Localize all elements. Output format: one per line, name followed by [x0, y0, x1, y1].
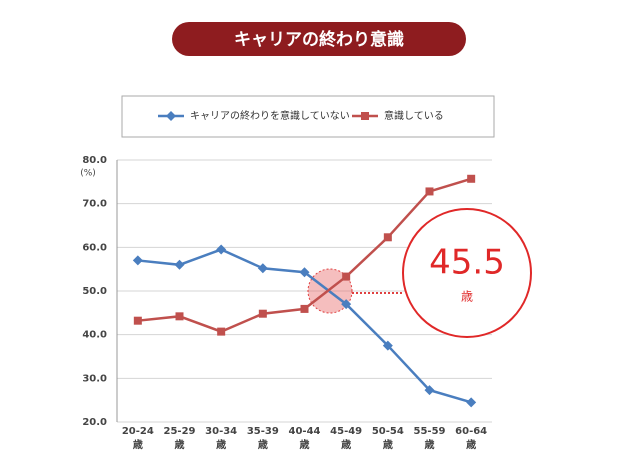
- y-tick-label: 20.0: [82, 417, 107, 428]
- x-tick-label: 60-64 歳: [455, 426, 488, 451]
- y-tick-label: 40.0: [82, 330, 107, 341]
- x-tick-label: 35-39 歳: [246, 426, 279, 451]
- point: [383, 233, 392, 242]
- point: [216, 244, 227, 255]
- x-tick-label: 25-29 歳: [163, 426, 196, 451]
- x-tick-label: 20-24 歳: [121, 426, 154, 451]
- point: [299, 267, 310, 278]
- point: [133, 316, 142, 325]
- chart-title: キャリアの終わり意識: [234, 29, 404, 50]
- point: [342, 272, 351, 281]
- point: [382, 340, 393, 351]
- x-tick-label: 55-59 歳: [413, 426, 446, 451]
- point: [217, 327, 226, 336]
- legend-label: 意識している: [384, 109, 444, 122]
- annotation-value: 45.5: [429, 243, 505, 283]
- y-unit: (%): [80, 169, 96, 179]
- point: [258, 309, 267, 318]
- point: [174, 259, 185, 270]
- annotation-circle: [402, 208, 532, 338]
- title-banner: [172, 22, 466, 56]
- point: [175, 312, 184, 321]
- y-tick-label: 30.0: [82, 373, 107, 384]
- point: [257, 263, 268, 274]
- point: [132, 255, 143, 266]
- annotation-unit: 歳: [461, 290, 473, 304]
- y-tick-label: 80.0: [82, 155, 107, 166]
- point: [424, 385, 435, 396]
- y-tick-label: 70.0: [82, 199, 107, 210]
- y-tick-label: 50.0: [82, 286, 107, 297]
- x-tick-label: 40-44 歳: [288, 426, 321, 451]
- y-tick-label: 60.0: [82, 242, 107, 253]
- point: [300, 304, 309, 313]
- point: [467, 174, 476, 183]
- point: [466, 397, 477, 408]
- legend-label: キャリアの終わりを意識していない: [190, 109, 350, 122]
- legend-marker: [166, 111, 176, 121]
- x-tick-label: 45-49 歳: [330, 426, 363, 451]
- point: [341, 299, 352, 310]
- legend-marker: [361, 112, 369, 120]
- point: [425, 187, 434, 196]
- x-tick-label: 30-34 歳: [205, 426, 238, 451]
- x-tick-label: 50-54 歳: [371, 426, 404, 451]
